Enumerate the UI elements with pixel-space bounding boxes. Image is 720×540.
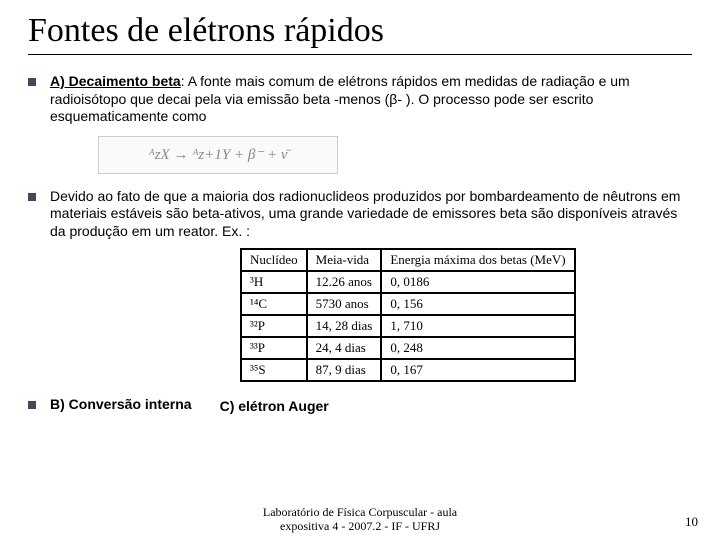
cell-nuclide: ¹⁴C — [241, 293, 307, 315]
cell-nuclide: ³³P — [241, 337, 307, 359]
table-row: ³²P 14, 28 dias 1, 710 — [241, 315, 575, 337]
page-number: 10 — [685, 514, 698, 530]
decay-formula: ᴬzX → ᴬz+1Y + β⁻ + ν̄ — [98, 136, 338, 174]
col-energy: Energia máxima dos betas (MeV) — [381, 249, 574, 271]
square-bullet-icon — [28, 193, 36, 201]
para-a-lead: A) Decaimento beta — [50, 73, 181, 89]
table-header-row: Nuclídeo Meia-vida Energia máxima dos be… — [241, 249, 575, 271]
cell-energy: 0, 0186 — [381, 271, 574, 293]
section-c-label: C) elétron Auger — [220, 396, 329, 414]
bullet-item-c: B) Conversão interna — [28, 396, 192, 414]
cell-energy: 0, 156 — [381, 293, 574, 315]
footer-line-2: expositiva 4 - 2007.2 - IF - UFRJ — [0, 520, 720, 534]
cell-energy: 0, 167 — [381, 359, 574, 381]
cell-halflife: 12.26 anos — [307, 271, 382, 293]
page-title: Fontes de elétrons rápidos — [28, 12, 692, 50]
col-halflife: Meia-vida — [307, 249, 382, 271]
nuclide-table-wrap: Nuclídeo Meia-vida Energia máxima dos be… — [240, 248, 692, 382]
table-row: ³³P 24, 4 dias 0, 248 — [241, 337, 575, 359]
cell-nuclide: ³⁵S — [241, 359, 307, 381]
bullet-item-a: A) Decaimento beta: A fonte mais comum d… — [28, 73, 692, 126]
table-row: ³⁵S 87, 9 dias 0, 167 — [241, 359, 575, 381]
cell-halflife: 5730 anos — [307, 293, 382, 315]
bullet-item-b: Devido ao fato de que a maioria dos radi… — [28, 188, 692, 241]
table-row: ³H 12.26 anos 0, 0186 — [241, 271, 575, 293]
cell-halflife: 24, 4 dias — [307, 337, 382, 359]
cell-energy: 1, 710 — [381, 315, 574, 337]
footer: Laboratório de Física Corpuscular - aula… — [0, 506, 720, 534]
footer-line-1: Laboratório de Física Corpuscular - aula — [0, 506, 720, 520]
square-bullet-icon — [28, 78, 36, 86]
cell-energy: 0, 248 — [381, 337, 574, 359]
cell-halflife: 14, 28 dias — [307, 315, 382, 337]
bottom-row: B) Conversão interna C) elétron Auger — [28, 396, 692, 414]
paragraph-b: Devido ao fato de que a maioria dos radi… — [50, 188, 692, 241]
table-row: ¹⁴C 5730 anos 0, 156 — [241, 293, 575, 315]
paragraph-a: A) Decaimento beta: A fonte mais comum d… — [50, 73, 692, 126]
col-nuclide: Nuclídeo — [241, 249, 307, 271]
cell-nuclide: ³H — [241, 271, 307, 293]
cell-nuclide: ³²P — [241, 315, 307, 337]
section-b-label: B) Conversão interna — [50, 396, 192, 414]
cell-halflife: 87, 9 dias — [307, 359, 382, 381]
nuclide-table: Nuclídeo Meia-vida Energia máxima dos be… — [240, 248, 576, 382]
square-bullet-icon — [28, 401, 36, 409]
title-underline — [28, 54, 692, 55]
